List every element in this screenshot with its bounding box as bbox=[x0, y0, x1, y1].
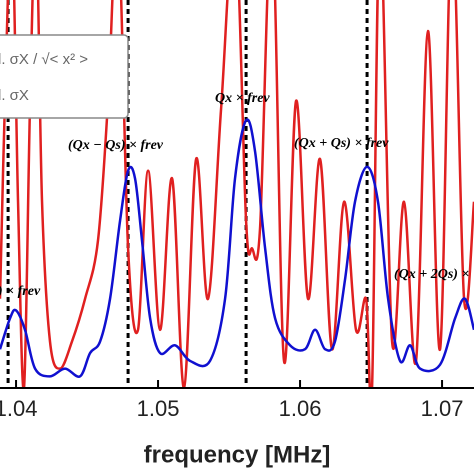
annotation: ) × frev bbox=[0, 284, 41, 299]
x-tick-label: 1.06 bbox=[279, 396, 322, 421]
annotation: (Qx + Qs) × frev bbox=[294, 136, 389, 151]
series-line bbox=[0, 0, 474, 388]
x-axis-label: frequency [MHz] bbox=[144, 441, 331, 468]
legend: l. σX / √< x² > l. σX bbox=[0, 34, 129, 119]
annotation: (Qx − Qs) × frev bbox=[68, 138, 164, 153]
legend-label: l. σX bbox=[0, 87, 29, 104]
x-tick-label: 1.04 bbox=[0, 396, 37, 421]
legend-box bbox=[0, 34, 129, 119]
series-line bbox=[0, 118, 474, 378]
annotation: Qx × frev bbox=[215, 91, 270, 106]
x-tick-label: 1.07 bbox=[421, 396, 464, 421]
annotation: (Qx + 2Qs) × bbox=[394, 267, 469, 282]
legend-label: l. σX / √< x² > bbox=[0, 51, 88, 68]
x-tick-label: 1.05 bbox=[137, 396, 180, 421]
